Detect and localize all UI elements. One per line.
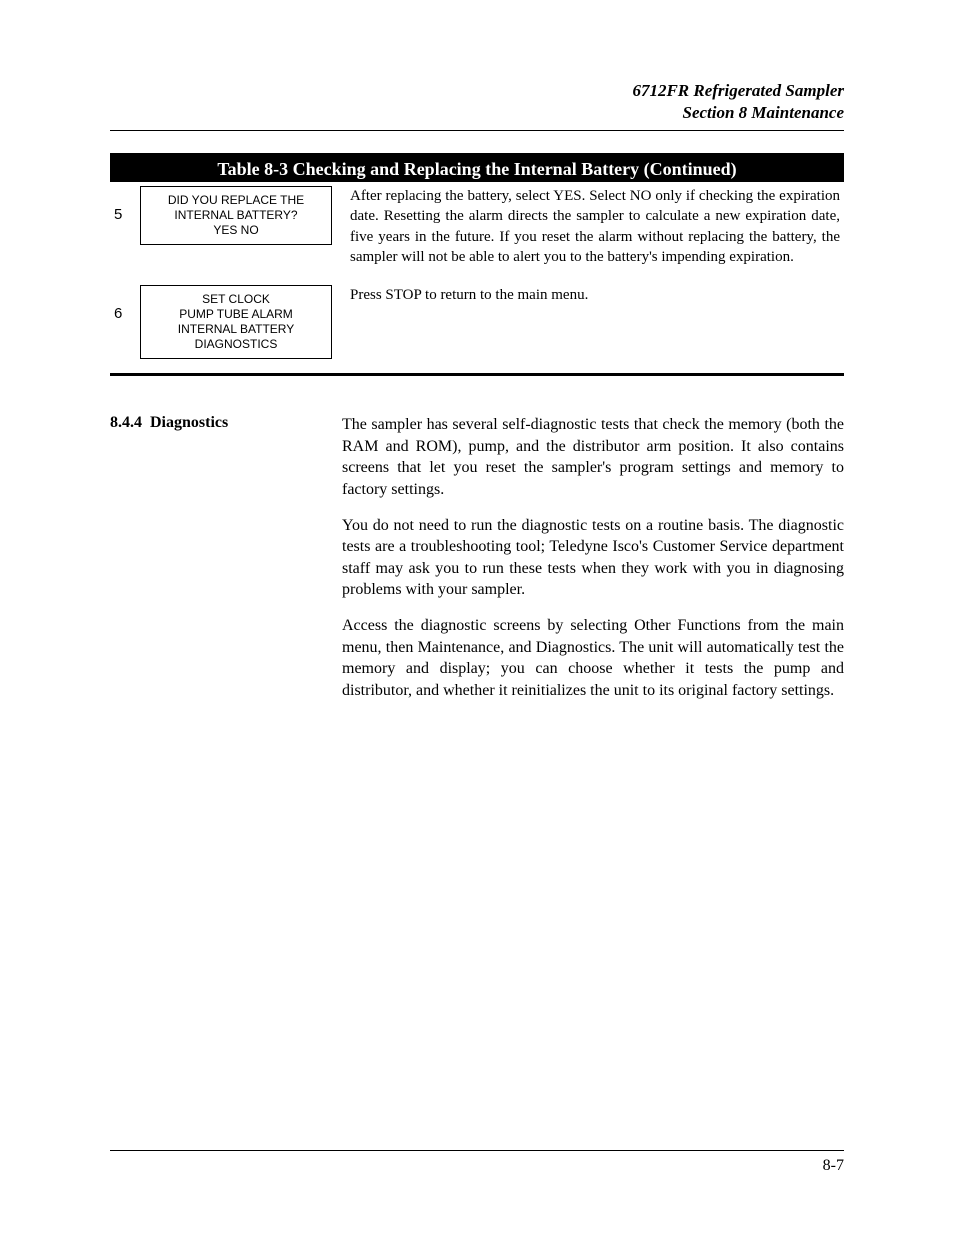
- screen-box: DID YOU REPLACE THE INTERNAL BATTERY? YE…: [140, 186, 332, 245]
- screen-box: SET CLOCK PUMP TUBE ALARM INTERNAL BATTE…: [140, 285, 332, 359]
- screen-box-col: SET CLOCK PUMP TUBE ALARM INTERNAL BATTE…: [140, 283, 340, 359]
- row-number: 5: [110, 184, 140, 223]
- body-paragraph: Access the diagnostic screens by selecti…: [342, 615, 844, 701]
- section-number: 8.4.4: [110, 414, 142, 431]
- page: 6712FR Refrigerated Sampler Section 8 Ma…: [0, 0, 954, 1235]
- header-line-2: Section 8 Maintenance: [682, 103, 844, 122]
- header-line-1: 6712FR Refrigerated Sampler: [632, 81, 844, 100]
- section-body: The sampler has several self-diagnostic …: [342, 414, 844, 715]
- row-number: 6: [110, 283, 140, 322]
- table-row: 6 SET CLOCK PUMP TUBE ALARM INTERNAL BAT…: [110, 281, 844, 373]
- table-8-3: Table 8-3 Checking and Replacing the Int…: [110, 153, 844, 376]
- section-8-4-4: 8.4.4 Diagnostics The sampler has severa…: [110, 414, 844, 715]
- body-paragraph: You do not need to run the diagnostic te…: [342, 515, 844, 601]
- row-description: Press STOP to return to the main menu.: [340, 283, 844, 305]
- page-footer: 8-7: [110, 1150, 844, 1175]
- page-number: 8-7: [823, 1157, 844, 1174]
- section-title: Diagnostics: [150, 414, 228, 431]
- table-row: 5 DID YOU REPLACE THE INTERNAL BATTERY? …: [110, 182, 844, 281]
- screen-box-col: DID YOU REPLACE THE INTERNAL BATTERY? YE…: [140, 184, 340, 245]
- table-title: Table 8-3 Checking and Replacing the Int…: [110, 156, 844, 182]
- page-header: 6712FR Refrigerated Sampler Section 8 Ma…: [110, 80, 844, 131]
- section-heading: 8.4.4 Diagnostics: [110, 414, 342, 715]
- row-description: After replacing the battery, select YES.…: [340, 184, 844, 267]
- body-paragraph: The sampler has several self-diagnostic …: [342, 414, 844, 500]
